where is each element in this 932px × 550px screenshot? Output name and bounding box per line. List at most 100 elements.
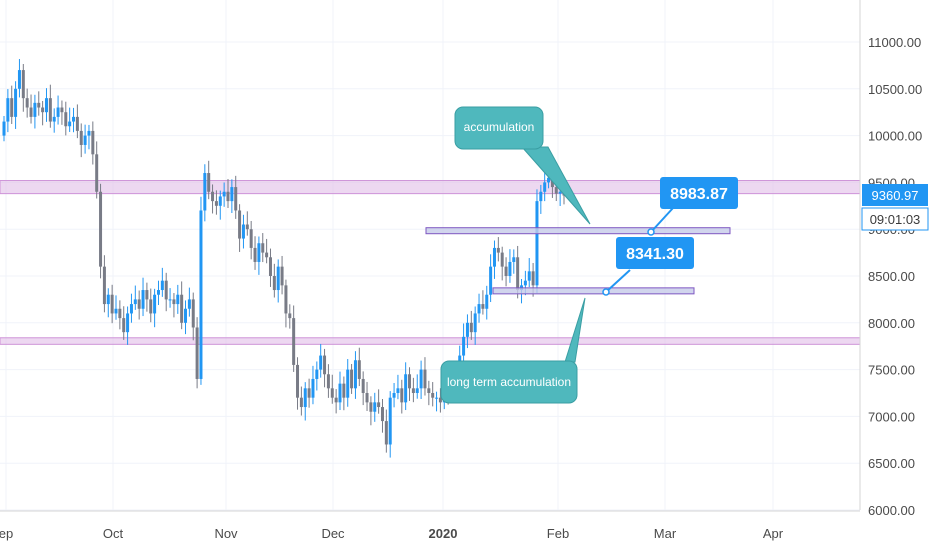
candle-body: [350, 369, 354, 389]
candle-body: [489, 266, 493, 295]
candle-body: [176, 294, 180, 305]
candle-body: [384, 421, 388, 445]
candle-body: [184, 308, 188, 323]
candle-body: [400, 388, 404, 403]
countdown-badge: [861, 207, 929, 231]
candle-body: [261, 243, 265, 253]
candle-body: [438, 397, 442, 403]
callout-long-term: long term accumulation: [440, 297, 586, 404]
support-level: [425, 227, 731, 235]
candle-body: [230, 187, 234, 202]
label-8983-text: 8983.87: [670, 186, 728, 203]
candle-body: [361, 378, 365, 393]
time-tick-label: Mar: [654, 526, 677, 541]
candle-body: [377, 402, 381, 408]
candle-body: [33, 102, 37, 117]
time-tick-label: Feb: [547, 526, 569, 541]
support-level: [492, 287, 695, 295]
candle-body: [226, 191, 230, 202]
candle-body: [492, 247, 496, 267]
candle-body: [56, 107, 60, 117]
candle-body: [396, 388, 400, 393]
candle-body: [380, 407, 384, 422]
candle-body: [303, 388, 307, 408]
price-tick-label: 11000.00: [868, 35, 921, 50]
label-8983-anchor: [647, 228, 655, 236]
candle-body: [122, 318, 126, 333]
candle-body: [272, 276, 276, 291]
candle-body: [535, 201, 539, 286]
candle-body: [164, 280, 168, 300]
candle-body: [411, 388, 415, 393]
candle-body: [129, 304, 133, 314]
label-8341-box: [616, 237, 694, 269]
candle-body: [21, 70, 25, 99]
time-tick-label: Apr: [763, 526, 784, 541]
candle-body: [369, 402, 373, 412]
candle-body: [29, 107, 33, 117]
candle-body: [330, 388, 334, 398]
price-tick-label: 8500.00: [868, 269, 915, 284]
candle-body: [550, 177, 554, 188]
candle-body: [17, 70, 21, 89]
time-tick-label: Dec: [321, 526, 345, 541]
candle-body: [118, 308, 122, 319]
candle-body: [435, 397, 439, 399]
candle-body: [79, 130, 83, 145]
candle-body: [99, 191, 103, 267]
candle-body: [388, 397, 392, 445]
price-tick-label: 7500.00: [868, 363, 915, 378]
candle-body: [253, 247, 257, 262]
candle-body: [48, 98, 52, 122]
callout-accumulation-box: [454, 106, 544, 150]
candle-body: [203, 173, 207, 211]
candle-body: [114, 308, 118, 314]
candle-body: [500, 252, 504, 267]
candle-body: [133, 299, 137, 305]
candle-body: [539, 191, 543, 202]
candle-body: [342, 383, 346, 398]
candle-body: [60, 107, 64, 113]
candle-body: [168, 299, 172, 301]
candle-body: [516, 257, 520, 291]
candle-body: [187, 299, 191, 309]
candle-body: [485, 294, 489, 309]
resistance-zones: [0, 180, 861, 345]
candle-body: [284, 285, 288, 314]
candle-body: [527, 271, 531, 281]
candle-body: [512, 257, 516, 262]
candle-body: [523, 280, 527, 286]
candle-body: [145, 290, 149, 300]
candle-body: [292, 318, 296, 365]
candle-body: [431, 393, 435, 398]
candle-body: [41, 107, 45, 113]
candle-body: [323, 355, 327, 375]
label-8341-connector: [605, 269, 631, 293]
candle-body: [257, 243, 261, 262]
candle-body: [415, 388, 419, 393]
candle-body: [392, 393, 396, 398]
candle-body: [44, 98, 48, 113]
candle-body: [408, 374, 412, 389]
candle-body: [149, 299, 153, 314]
candle-body: [346, 369, 350, 398]
candle-body: [141, 290, 145, 309]
time-tick-label: Nov: [214, 526, 238, 541]
price-tick-label: 10000.00: [868, 129, 922, 144]
candle-body: [423, 369, 427, 389]
candle-body: [241, 224, 245, 239]
candle-body: [2, 121, 6, 136]
candle-body: [95, 154, 99, 192]
candle-body: [326, 374, 330, 389]
candle-body: [160, 280, 164, 291]
candle-body: [296, 364, 300, 398]
label-8341-text: 8341.30: [626, 246, 684, 263]
candle-body: [37, 102, 41, 108]
price-tick-label: 7000.00: [868, 409, 915, 424]
time-axis-labels: ep Oct Nov Dec 2020 Feb Mar Apr: [0, 526, 784, 541]
candle-body: [156, 290, 160, 295]
candle-body: [319, 355, 323, 370]
candle-body: [419, 369, 423, 389]
current-price-badge: [862, 184, 928, 206]
